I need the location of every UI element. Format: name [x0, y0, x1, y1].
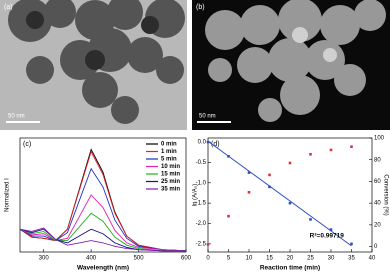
legend-label: 5 min	[161, 157, 177, 163]
image-a	[0, 0, 187, 130]
x-axis-label: Wavelength (nm)	[77, 265, 129, 272]
x-tick-label: 600	[181, 256, 192, 262]
y2-tick-label: 0	[374, 244, 378, 250]
y2-tick-label: 60	[374, 179, 381, 185]
y2-tick-label: 40	[374, 201, 381, 207]
plot-frame	[207, 137, 373, 253]
data-point	[247, 190, 251, 194]
data-point	[268, 185, 271, 189]
data-point	[329, 148, 333, 152]
data-point	[227, 155, 230, 158]
panel-label: (d)	[211, 141, 220, 148]
plot-frame	[19, 137, 187, 253]
data-point	[309, 218, 312, 221]
y2-tick-label: 20	[374, 222, 381, 228]
y-axis-label: ln (A/A₀)	[193, 184, 199, 207]
x-tick-label: 0	[206, 256, 210, 262]
legend-label: 10 min	[161, 164, 180, 170]
spectrum-line	[19, 194, 187, 252]
y-tick-label: -1.0	[196, 180, 207, 186]
x-tick-label: 35	[348, 256, 355, 262]
y-tick-label: -2.5	[196, 241, 207, 247]
legend-label: 35 min	[161, 187, 180, 193]
x-tick-label: 5	[227, 256, 231, 262]
data-point	[350, 145, 353, 148]
x-tick-label: 10	[246, 256, 253, 262]
panel-label: (a)	[4, 4, 13, 11]
legend-label: 0 min	[161, 142, 177, 148]
y-tick-label: -0.5	[196, 160, 207, 166]
scale-bar-label: 50 nm	[199, 114, 216, 120]
data-point	[288, 201, 292, 205]
x-tick-label: 300	[39, 256, 50, 262]
fit-line	[207, 140, 352, 247]
y-tick-label: -1.5	[196, 201, 207, 207]
y2-axis-label: Conversion (%)	[382, 174, 388, 215]
x-axis-label: Reaction time (min)	[260, 265, 320, 272]
spectrum-line	[19, 167, 187, 252]
data-point	[268, 173, 271, 177]
y-axis-label: Normalized I	[5, 178, 11, 212]
x-tick-label: 500	[134, 256, 145, 262]
x-tick-label: 400	[86, 256, 97, 262]
x-tick-label: 40	[369, 256, 376, 262]
data-point	[247, 171, 251, 174]
data-point	[350, 242, 353, 246]
image-b	[192, 0, 390, 130]
panel-label: (c)	[23, 141, 31, 148]
data-point	[227, 214, 230, 218]
x-tick-label: 15	[266, 256, 273, 262]
data-point	[329, 228, 333, 231]
y2-tick-label: 100	[374, 136, 385, 142]
panel-label: (b)	[196, 4, 205, 11]
legend-label: 15 min	[161, 172, 180, 178]
spectrum-line	[19, 150, 187, 252]
y-tick-label: -2.0	[196, 221, 207, 227]
x-tick-label: 30	[328, 256, 335, 262]
fit-annotation: R²=0.99719	[310, 233, 345, 240]
data-point	[206, 140, 210, 144]
data-point	[206, 243, 210, 246]
y-tick-label: 0.0	[198, 140, 207, 146]
spectrum-line	[19, 212, 186, 252]
spectrum-line	[19, 227, 186, 252]
legend-label: 1 min	[161, 149, 177, 155]
legend-label: 25 min	[161, 179, 180, 185]
y2-tick-label: 80	[374, 157, 381, 163]
x-tick-label: 25	[307, 256, 314, 262]
scale-bar-label: 50 nm	[8, 114, 25, 120]
x-tick-label: 20	[287, 256, 294, 262]
data-point	[309, 152, 312, 156]
data-point	[288, 161, 292, 165]
